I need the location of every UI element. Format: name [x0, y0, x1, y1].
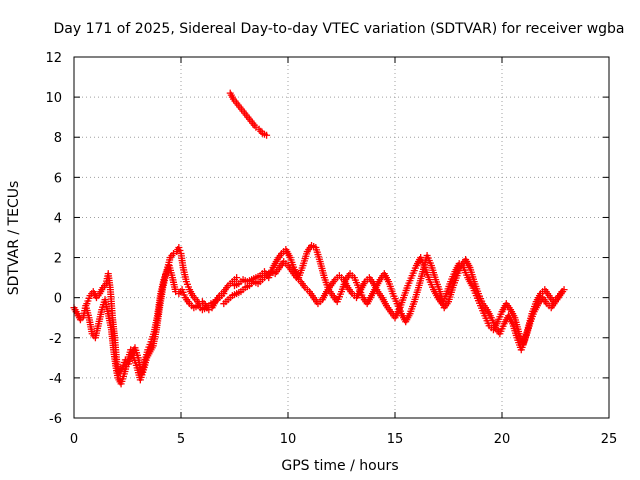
- chart-title: Day 171 of 2025, Sidereal Day-to-day VTE…: [53, 21, 624, 37]
- data-point: [560, 286, 568, 294]
- y-tick-label: 2: [54, 252, 62, 267]
- x-tick-label: 15: [387, 432, 404, 447]
- x-tick-label: 10: [280, 432, 297, 447]
- y-tick-label: 4: [54, 211, 62, 226]
- x-axis-title: GPS time / hours: [281, 458, 398, 474]
- data-point: [263, 131, 271, 139]
- data-points: [70, 89, 568, 388]
- axis-ticks: 0 5 10 15 20 25 -6 -4 -2 0 2 4 6 8 10 12: [45, 51, 617, 447]
- y-tick-label: -2: [49, 332, 62, 347]
- data-point: [220, 290, 228, 298]
- x-tick-label: 25: [601, 432, 618, 447]
- y-tick-label: -6: [49, 412, 62, 427]
- y-tick-label: 10: [45, 91, 62, 106]
- x-tick-label: 20: [494, 432, 511, 447]
- x-tick-label: 5: [177, 432, 185, 447]
- y-tick-label: 6: [54, 171, 62, 186]
- grid: [74, 57, 609, 418]
- data-point: [175, 244, 183, 252]
- data-point: [176, 247, 184, 255]
- y-tick-label: 0: [54, 292, 62, 307]
- y-tick-label: 8: [54, 131, 62, 146]
- plot-frame: [73, 56, 610, 419]
- y-tick-label: 12: [45, 51, 62, 66]
- y-tick-label: -4: [49, 372, 62, 387]
- data-point: [233, 274, 241, 282]
- y-axis-title: SDTVAR / TECUs: [6, 181, 22, 296]
- x-tick-label: 0: [70, 432, 78, 447]
